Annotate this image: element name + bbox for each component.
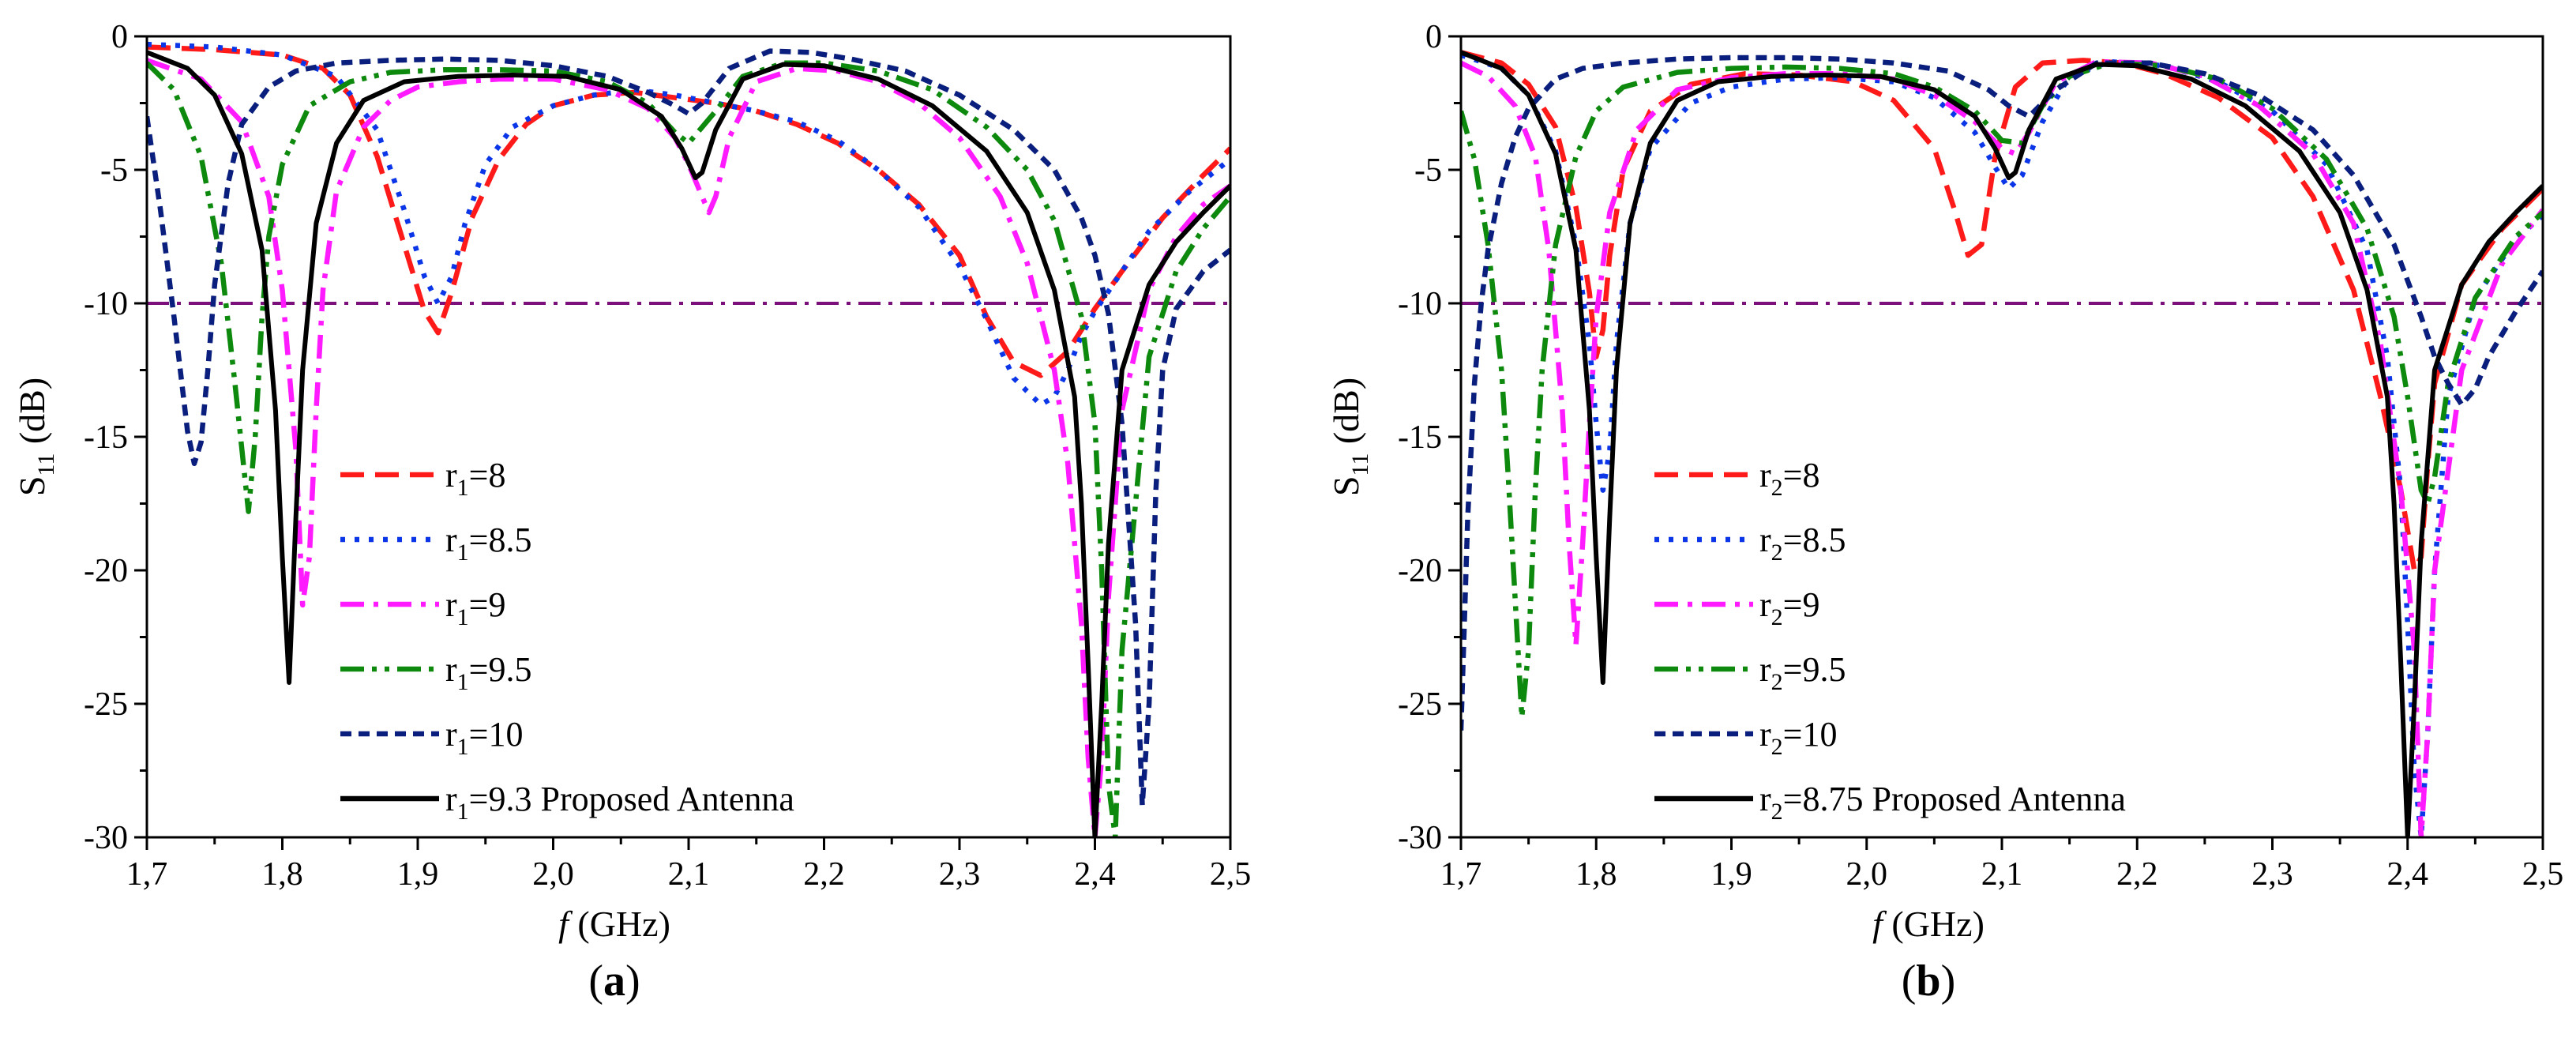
- y-tick-label: -5: [100, 152, 128, 189]
- x-tick-label: 1,9: [1710, 856, 1752, 893]
- y-tick-label: -15: [1398, 419, 1442, 456]
- legend-label-5: r2=10: [1759, 715, 1837, 760]
- y-tick-label: -5: [1414, 152, 1442, 189]
- x-tick-label: 2,3: [2251, 856, 2293, 893]
- x-tick-label: 2,2: [2116, 856, 2158, 893]
- series-line-2: [147, 41, 1230, 408]
- legend-label-1: r1=8: [445, 456, 505, 501]
- legend: r1=8 r1=8.5 r1=9 r1=9.5 r1=10 r1=9.3 Proposed…: [340, 456, 794, 825]
- x-axis-label: f (GHz): [558, 904, 670, 944]
- x-tick-label: 2,5: [1210, 856, 1252, 893]
- y-tick-label: -30: [84, 820, 128, 856]
- x-tick-label: 2,4: [1074, 856, 1116, 893]
- plot-frame: [1459, 35, 2544, 839]
- plot-frame: [145, 35, 1232, 839]
- x-tick-label: 1,7: [1440, 856, 1482, 893]
- y-tick-label: 0: [111, 19, 128, 55]
- y-tick-label: -15: [84, 419, 128, 456]
- x-tick-label: 1,8: [1575, 856, 1617, 893]
- series-line-3: [147, 58, 1230, 837]
- panel-b: 1,7 1,8 1,9 2,0 2,1 2,2 2,3 2,4 2,5 0 -5 -10 -15 -20 -…: [1326, 19, 2563, 1006]
- series-line-6: [147, 50, 1230, 837]
- legend-label-3: r2=9: [1759, 585, 1819, 630]
- legend-label-1: r2=8: [1759, 456, 1819, 501]
- x-tick-label: 2,5: [2522, 856, 2564, 893]
- legend-label-3: r1=9: [445, 585, 505, 630]
- legend: r2=8 r2=8.5 r2=9 r2=9.5 r2=10 r2=8.75 Propose…: [1654, 456, 2126, 825]
- series-line-5: [147, 48, 1230, 808]
- y-tick-label: -10: [84, 286, 128, 322]
- panel-label: (a): [588, 957, 640, 1006]
- y-axis-label: S11 (dB): [12, 378, 59, 496]
- legend-label-2: r2=8.5: [1759, 521, 1846, 566]
- y-axis-label: S11 (dB): [1326, 378, 1373, 496]
- legend-label-5: r1=10: [445, 715, 523, 760]
- y-tick-label: -25: [1398, 686, 1442, 723]
- panel-a: 1,7 1,8 1,9 2,0 2,1 2,2 2,3 2,4 2,5 0 -5 -10 -15 -20 -…: [12, 19, 1251, 1006]
- legend-label-6: r1=9.3 Proposed Antenna: [445, 780, 794, 825]
- series-line-1: [1461, 50, 2543, 573]
- x-tick-label: 2,1: [668, 856, 710, 893]
- legend-label-2: r1=8.5: [445, 521, 531, 566]
- y-tick-label: -20: [84, 553, 128, 589]
- x-tick-label: 1,9: [397, 856, 439, 893]
- series-line-5: [1461, 55, 2543, 731]
- legend-label-4: r2=9.5: [1759, 650, 1846, 695]
- legend-label-6: r2=8.75 Proposed Antenna: [1759, 780, 2126, 825]
- x-tick-label: 2,0: [1846, 856, 1888, 893]
- series-line-4: [147, 60, 1230, 837]
- x-tick-label: 1,8: [261, 856, 303, 893]
- x-tick-label: 2,4: [2387, 856, 2429, 893]
- x-tick-label: 2,2: [803, 856, 845, 893]
- y-tick-label: -30: [1398, 820, 1442, 856]
- y-tick-label: -25: [84, 686, 128, 723]
- y-tick-label: -10: [1398, 286, 1442, 322]
- legend-label-4: r1=9.5: [445, 650, 531, 695]
- series-line-3: [1461, 58, 2543, 837]
- x-axis-label: f (GHz): [1872, 904, 1985, 944]
- y-tick-label: -20: [1398, 553, 1442, 589]
- series-line-4: [1461, 60, 2543, 720]
- x-tick-label: 1,7: [126, 856, 168, 893]
- x-tick-label: 2,0: [532, 856, 574, 893]
- x-tick-label: 2,3: [939, 856, 981, 893]
- series-line-6: [1461, 50, 2543, 837]
- x-tick-label: 2,1: [1981, 856, 2023, 893]
- panel-label: (b): [1902, 957, 1955, 1006]
- series-line-1: [147, 44, 1230, 378]
- y-tick-label: 0: [1425, 19, 1442, 55]
